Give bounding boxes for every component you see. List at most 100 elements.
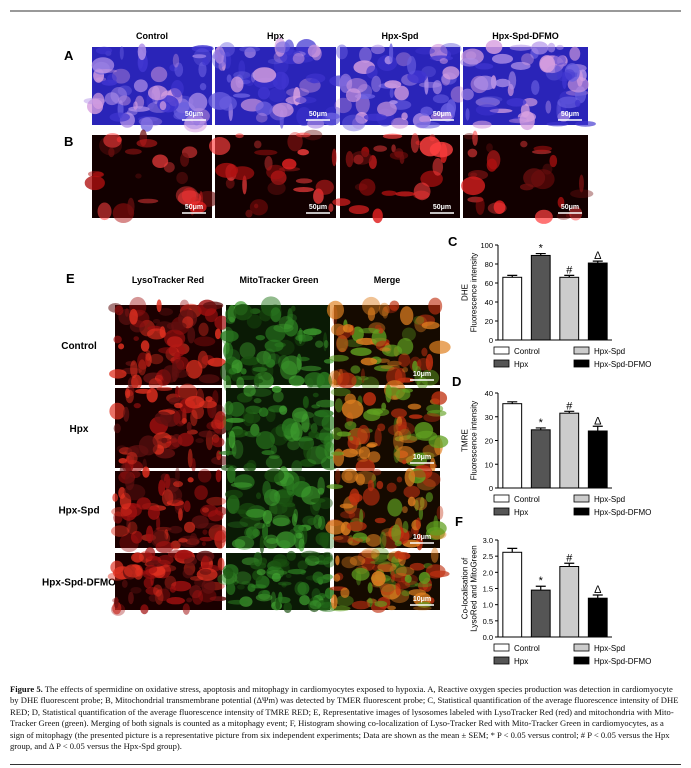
cell [315, 444, 329, 460]
cell [374, 324, 382, 330]
scale-label: 10μm [413, 534, 431, 541]
cell [359, 509, 364, 525]
cell [313, 410, 330, 426]
cell [211, 49, 227, 69]
scale-label: 10μm [413, 371, 431, 378]
cell [281, 355, 302, 376]
bar [587, 430, 608, 489]
cell [164, 329, 186, 348]
error-bar [507, 274, 518, 278]
cell [340, 510, 356, 519]
cell [357, 456, 369, 462]
row-label: Control [61, 341, 97, 352]
cell [475, 63, 494, 70]
cell [329, 354, 349, 362]
cell [290, 422, 303, 441]
cell [450, 86, 467, 103]
cell [283, 601, 292, 614]
scale-label: 50μm [561, 111, 579, 118]
bar [502, 551, 523, 638]
cell [431, 391, 448, 405]
cell [370, 547, 390, 562]
cell [334, 398, 343, 413]
scale-label: 10μm [413, 454, 431, 461]
cell [149, 353, 164, 365]
cell [461, 88, 474, 101]
cell [242, 175, 247, 195]
error-bar [592, 425, 603, 431]
cell [257, 86, 271, 100]
cell [228, 367, 238, 375]
panel-label: E [66, 271, 75, 286]
cell [211, 437, 225, 448]
cell [430, 111, 453, 122]
cell [206, 496, 227, 506]
cell [460, 57, 479, 67]
cell [506, 98, 527, 107]
cell [214, 530, 226, 549]
cell [135, 388, 152, 394]
cell [298, 538, 305, 552]
cell [578, 174, 584, 193]
cell [265, 358, 276, 368]
cell [152, 318, 161, 324]
y-tick-label: 30 [485, 413, 493, 422]
cell [348, 493, 363, 503]
cell [259, 535, 265, 554]
cell [374, 427, 382, 447]
cell [292, 407, 308, 423]
cell [275, 41, 290, 53]
cell [360, 368, 365, 383]
cell [345, 151, 354, 168]
cell [110, 87, 128, 104]
cell [321, 415, 337, 431]
cell [168, 525, 183, 534]
bar [530, 429, 551, 489]
cell [127, 521, 138, 535]
cell [245, 209, 253, 218]
cell [531, 41, 549, 55]
micrograph: 50μm [84, 129, 220, 224]
cell [391, 572, 409, 583]
legend-label: Control [514, 644, 540, 653]
cell [332, 198, 351, 207]
cell [487, 202, 507, 214]
cell [144, 547, 156, 560]
cell [223, 375, 232, 392]
cell [382, 133, 403, 139]
y-tick-label: 40 [485, 298, 493, 307]
cell [377, 101, 397, 117]
cell [118, 343, 125, 350]
y-tick-label: 0 [489, 336, 493, 345]
cell [198, 374, 220, 384]
error-bar [535, 427, 546, 430]
cell [195, 438, 204, 444]
cell [286, 550, 296, 561]
cell [311, 588, 321, 602]
cell [301, 550, 320, 559]
cell [358, 446, 371, 460]
cell [110, 560, 124, 574]
cell [389, 100, 398, 105]
cell [138, 359, 147, 376]
cell [295, 334, 313, 342]
cell [123, 406, 130, 422]
cell [321, 535, 329, 548]
cell [385, 384, 392, 403]
cell [113, 335, 122, 344]
column-header: Hpx-Spd [382, 31, 419, 41]
cell [349, 555, 366, 566]
cell [406, 433, 422, 441]
cell [109, 112, 130, 122]
cell [145, 586, 160, 595]
cell [290, 305, 296, 312]
cell [242, 408, 254, 427]
cell [209, 596, 227, 602]
caption-text: The effects of spermidine on oxidative s… [10, 684, 679, 752]
significance-mark: Δ [594, 415, 602, 427]
cell [272, 517, 291, 527]
cell [382, 306, 389, 319]
cell [223, 341, 230, 355]
cell [208, 137, 231, 156]
cell [324, 587, 335, 599]
